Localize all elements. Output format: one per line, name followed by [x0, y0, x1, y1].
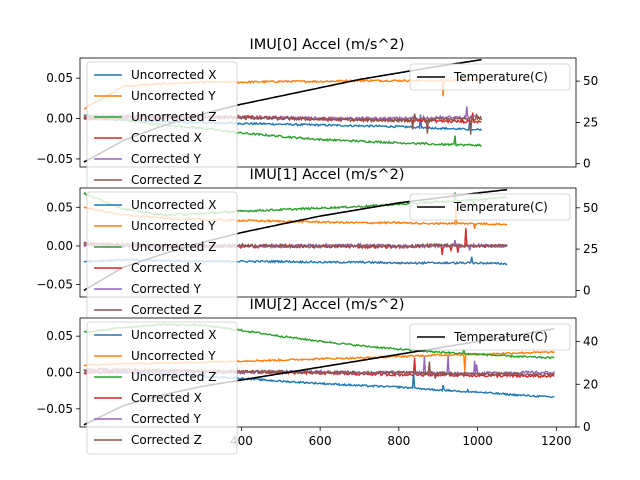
legend-label: Corrected X [131, 391, 202, 405]
legend-label: Corrected Y [131, 412, 202, 426]
legend-label: Uncorrected Y [131, 219, 216, 233]
legend-label: Uncorrected Z [131, 240, 216, 254]
legend-label: Corrected Z [131, 433, 202, 447]
legend: Uncorrected X Uncorrected Y Uncorrected Z C… [86, 321, 238, 455]
legend-temperature: Temperature(C) [409, 63, 571, 91]
x-tick-label: 800 [387, 434, 410, 448]
legend-temperature: Temperature(C) [409, 193, 571, 221]
y2-tick-label: 20 [583, 377, 598, 391]
subplot-title: IMU[1] Accel (m/s^2) [250, 167, 405, 183]
y-axis-left: −0.05 0.00 0.05 [36, 71, 80, 166]
y-axis-left: −0.05 0.00 0.05 [36, 329, 80, 416]
y2-tick-label: 50 [583, 201, 598, 215]
y-tick-label: −0.05 [36, 402, 73, 416]
y2-tick-label: 25 [583, 242, 598, 256]
subplot-imu2: IMU[2] Accel (m/s^2) −0.05 0.00 0.05 0 20 40… [36, 297, 598, 455]
y2-tick-label: 25 [583, 115, 598, 129]
y-tick-label: 0.05 [46, 71, 73, 85]
legend-label: Temperature(C) [453, 330, 548, 344]
legend-box [409, 193, 571, 221]
y-tick-label: 0.05 [46, 329, 73, 343]
legend-label: Uncorrected X [131, 198, 216, 212]
x-tick-label: 1000 [462, 434, 493, 448]
y-tick-label: 0.00 [46, 112, 73, 126]
legend-label: Corrected X [131, 261, 202, 275]
legend-label: Corrected Y [131, 282, 202, 296]
subplot-imu1: IMU[1] Accel (m/s^2) −0.05 0.00 0.05 0 25 50… [36, 167, 598, 325]
legend-box [86, 321, 238, 455]
y2-tick-label: 50 [583, 74, 598, 88]
subplot-title: IMU[2] Accel (m/s^2) [250, 297, 405, 313]
legend-label: Corrected Y [131, 152, 202, 166]
legend-label: Corrected Z [131, 173, 202, 187]
legend-label: Uncorrected X [131, 68, 216, 82]
y2-tick-label: 0 [583, 157, 591, 171]
subplot-imu0: IMU[0] Accel (m/s^2) −0.05 0.00 0.05 0 25 50… [36, 37, 598, 195]
legend: Uncorrected X Uncorrected Y Uncorrected Z C… [86, 61, 238, 195]
legend-label: Uncorrected Z [131, 110, 216, 124]
x-tick-label: 1200 [541, 434, 572, 448]
legend-label: Temperature(C) [453, 70, 548, 84]
legend-label: Uncorrected Y [131, 89, 216, 103]
y-axis-left: −0.05 0.00 0.05 [36, 200, 80, 292]
legend-temperature: Temperature(C) [409, 323, 571, 351]
legend-label: Temperature(C) [453, 200, 548, 214]
y-axis-right: 0 25 50 [576, 201, 598, 297]
x-axis: 400 600 800 1000 1200 [230, 427, 572, 448]
legend-label: Uncorrected Y [131, 349, 216, 363]
y2-tick-label: 40 [583, 335, 598, 349]
y-tick-label: 0.00 [46, 239, 73, 253]
legend-box [409, 323, 571, 351]
legend-label: Corrected X [131, 131, 202, 145]
legend-label: Corrected Z [131, 303, 202, 317]
y-tick-label: −0.05 [36, 152, 73, 166]
legend-box [409, 63, 571, 91]
y2-tick-label: 0 [583, 420, 591, 434]
legend: Uncorrected X Uncorrected Y Uncorrected Z C… [86, 191, 238, 325]
y2-tick-label: 0 [583, 283, 591, 297]
y-axis-right: 0 25 50 [576, 74, 598, 171]
legend-label: Uncorrected Z [131, 370, 216, 384]
x-tick-label: 600 [309, 434, 332, 448]
y-tick-label: 0.05 [46, 200, 73, 214]
legend-label: Uncorrected X [131, 328, 216, 342]
y-tick-label: −0.05 [36, 278, 73, 292]
subplot-title: IMU[0] Accel (m/s^2) [250, 37, 405, 53]
y-tick-label: 0.00 [46, 366, 73, 380]
y-axis-right: 0 20 40 [576, 335, 598, 434]
